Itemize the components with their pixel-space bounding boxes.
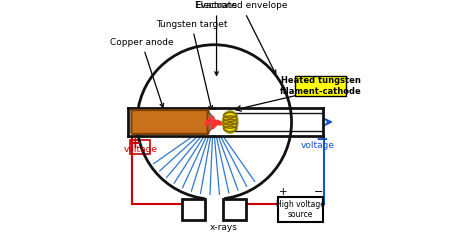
Text: −: − — [314, 187, 323, 197]
Text: Tungsten target: Tungsten target — [156, 20, 228, 109]
Polygon shape — [205, 197, 223, 220]
Polygon shape — [214, 108, 323, 136]
FancyBboxPatch shape — [182, 199, 205, 220]
Polygon shape — [128, 108, 214, 136]
Text: −: − — [316, 132, 328, 146]
FancyBboxPatch shape — [131, 110, 209, 134]
Text: voltage: voltage — [123, 146, 157, 155]
Polygon shape — [208, 111, 217, 133]
FancyBboxPatch shape — [278, 197, 323, 222]
Text: High voltage
source: High voltage source — [276, 200, 325, 219]
Ellipse shape — [223, 111, 237, 133]
FancyBboxPatch shape — [223, 199, 246, 220]
Text: +: + — [128, 136, 141, 151]
Text: Evacuated envelope: Evacuated envelope — [195, 1, 288, 74]
Polygon shape — [210, 113, 215, 131]
Circle shape — [137, 45, 292, 199]
Polygon shape — [212, 109, 323, 135]
Text: +: + — [279, 187, 287, 197]
Text: Electrons: Electrons — [196, 1, 237, 75]
Text: Heated tungsten
filament-cathode: Heated tungsten filament-cathode — [280, 76, 361, 96]
FancyBboxPatch shape — [295, 76, 346, 96]
Text: x-rays: x-rays — [210, 223, 237, 232]
Text: voltage: voltage — [301, 141, 335, 150]
Polygon shape — [128, 109, 217, 135]
Text: Copper anode: Copper anode — [110, 38, 173, 107]
